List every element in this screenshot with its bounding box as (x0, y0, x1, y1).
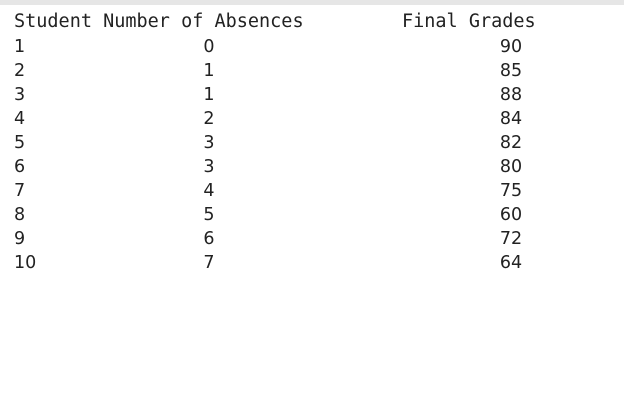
final-grade-cell: 85 (499, 61, 523, 81)
absences-cell: 2 (203, 109, 215, 129)
student-number-cell: 8 (14, 205, 26, 225)
header-student-absences: Student Number of Absences (14, 11, 304, 32)
student-number-cell: 10 (14, 253, 37, 273)
table-row: 1 0 90 (0, 35, 624, 59)
absences-cell: 5 (203, 205, 215, 225)
table-row: 3 1 88 (0, 83, 624, 107)
absences-cell: 0 (203, 37, 215, 57)
student-number-cell: 1 (14, 37, 26, 57)
table-row: 2 1 85 (0, 59, 624, 83)
absences-cell: 7 (203, 253, 215, 273)
final-grade-cell: 64 (499, 253, 523, 273)
final-grade-cell: 80 (499, 157, 523, 177)
table-row: 10 7 64 (0, 251, 624, 275)
table-row: 9 6 72 (0, 227, 624, 251)
final-grade-cell: 75 (499, 181, 523, 201)
absences-cell: 1 (203, 85, 215, 105)
student-number-cell: 7 (14, 181, 26, 201)
final-grade-cell: 84 (499, 109, 523, 129)
final-grade-cell: 88 (499, 85, 523, 105)
absences-cell: 6 (203, 229, 215, 249)
table-row: 7 4 75 (0, 179, 624, 203)
student-number-cell: 6 (14, 157, 26, 177)
top-divider (0, 0, 624, 5)
final-grade-cell: 90 (499, 37, 523, 57)
data-table: 1 0 90 2 1 85 3 1 88 4 2 84 5 3 82 6 3 8… (0, 35, 624, 275)
table-row: 8 5 60 (0, 203, 624, 227)
absences-cell: 3 (203, 157, 215, 177)
absences-cell: 3 (203, 133, 215, 153)
student-number-cell: 2 (14, 61, 26, 81)
final-grade-cell: 82 (499, 133, 523, 153)
absences-cell: 4 (203, 181, 215, 201)
table-row: 4 2 84 (0, 107, 624, 131)
student-number-cell: 3 (14, 85, 26, 105)
student-number-cell: 4 (14, 109, 26, 129)
final-grade-cell: 72 (499, 229, 523, 249)
absences-cell: 1 (203, 61, 215, 81)
final-grade-cell: 60 (499, 205, 523, 225)
student-number-cell: 5 (14, 133, 26, 153)
table-row: 5 3 82 (0, 131, 624, 155)
table-row: 6 3 80 (0, 155, 624, 179)
header-final-grades: Final Grades (402, 11, 536, 32)
student-number-cell: 9 (14, 229, 26, 249)
